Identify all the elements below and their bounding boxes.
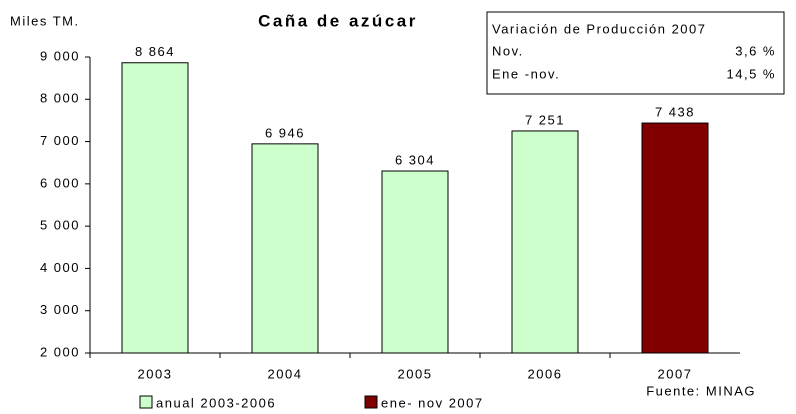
info-box (486, 11, 785, 95)
y-axis-label: Miles TM. (10, 13, 80, 28)
y-tick-label: 5 000 (40, 218, 80, 233)
y-tick-label: 4 000 (40, 260, 80, 275)
value-label: 6 946 (265, 125, 305, 140)
y-tick-label: 7 000 (40, 133, 80, 148)
bar (121, 62, 189, 354)
bar (641, 122, 709, 354)
info-value: 14,5 % (727, 66, 776, 81)
x-tick-label: 2003 (138, 366, 173, 381)
bar (381, 170, 449, 354)
info-label: Nov. (492, 43, 524, 58)
value-label: 6 304 (395, 152, 435, 167)
info-value: 3,6 % (735, 43, 776, 58)
source: Fuente: MINAG (646, 383, 756, 398)
x-tick-label: 2004 (268, 366, 303, 381)
legend-label: ene- nov 2007 (381, 395, 484, 410)
legend-swatch (364, 395, 378, 409)
legend-swatch (139, 395, 153, 409)
value-label: 7 251 (525, 112, 565, 127)
info-label: Ene -nov. (492, 66, 560, 81)
x-tick-label: 2005 (398, 366, 433, 381)
y-tick-label: 6 000 (40, 175, 80, 190)
chart-title: Caña de azúcar (258, 11, 418, 30)
y-tick-label: 9 000 (40, 48, 80, 63)
x-tick-label: 2007 (658, 366, 693, 381)
info-title: Variación de Producción 2007 (492, 21, 707, 36)
x-tick-label: 2006 (528, 366, 563, 381)
value-label: 7 438 (655, 104, 695, 119)
y-tick-label: 2 000 (40, 344, 80, 359)
y-tick-label: 8 000 (40, 91, 80, 106)
value-label: 8 864 (135, 44, 175, 59)
bar (511, 130, 579, 354)
bar (251, 143, 319, 354)
y-tick-label: 3 000 (40, 302, 80, 317)
legend-label: anual 2003-2006 (156, 395, 276, 410)
